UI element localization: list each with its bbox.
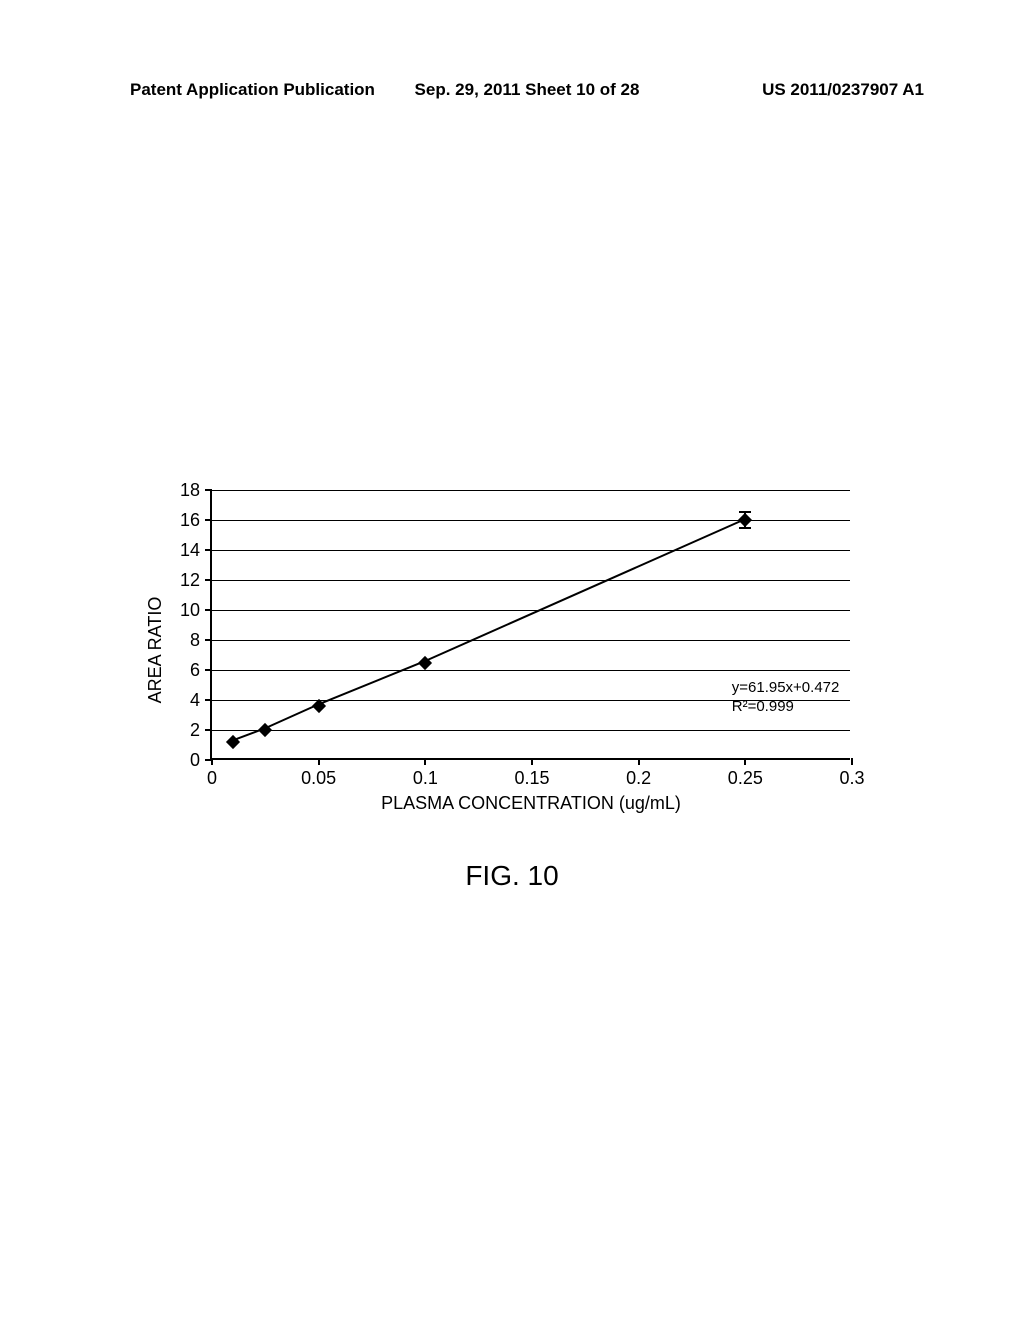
error-bar xyxy=(744,512,746,529)
header-center-text: Sep. 29, 2011 Sheet 10 of 28 xyxy=(395,80,660,100)
grid-line xyxy=(212,490,850,491)
y-tick-label: 16 xyxy=(172,510,200,531)
data-point xyxy=(418,655,432,669)
y-tick-label: 6 xyxy=(172,660,200,681)
error-cap xyxy=(739,527,751,529)
x-tick xyxy=(744,758,746,765)
x-tick xyxy=(851,758,853,765)
y-tick xyxy=(205,519,212,521)
page-header: Patent Application Publication Sep. 29, … xyxy=(0,80,1024,100)
grid-line xyxy=(212,550,850,551)
y-tick xyxy=(205,549,212,551)
x-tick xyxy=(638,758,640,765)
data-point xyxy=(226,735,240,749)
y-tick xyxy=(205,729,212,731)
y-tick xyxy=(205,699,212,701)
y-tick-label: 8 xyxy=(172,630,200,651)
grid-line xyxy=(212,610,850,611)
x-axis-label: PLASMA CONCENTRATION (ug/mL) xyxy=(381,793,681,814)
grid-line xyxy=(212,670,850,671)
x-tick-label: 0 xyxy=(207,768,217,789)
header-right-text: US 2011/0237907 A1 xyxy=(659,80,924,100)
plot-area: PLASMA CONCENTRATION (ug/mL) 00.050.10.1… xyxy=(210,490,850,760)
x-tick xyxy=(531,758,533,765)
y-tick xyxy=(205,579,212,581)
x-tick-label: 0.25 xyxy=(728,768,763,789)
figure-label: FIG. 10 xyxy=(465,860,558,892)
y-tick-label: 18 xyxy=(172,480,200,501)
regression-label: y=61.95x+0.472R²=0.999 xyxy=(732,679,840,717)
x-tick xyxy=(211,758,213,765)
y-tick-label: 2 xyxy=(172,720,200,741)
grid-line xyxy=(212,580,850,581)
y-tick-label: 4 xyxy=(172,690,200,711)
data-point xyxy=(312,699,326,713)
y-tick xyxy=(205,639,212,641)
y-tick-label: 12 xyxy=(172,570,200,591)
y-tick-label: 10 xyxy=(172,600,200,621)
x-tick-label: 0.15 xyxy=(514,768,549,789)
trend-line xyxy=(212,490,850,758)
y-tick-label: 14 xyxy=(172,540,200,561)
y-axis-label: AREA RATIO xyxy=(145,597,166,704)
x-tick-label: 0.05 xyxy=(301,768,336,789)
grid-line xyxy=(212,640,850,641)
y-tick xyxy=(205,609,212,611)
header-left-text: Patent Application Publication xyxy=(130,80,395,100)
data-point xyxy=(258,723,272,737)
x-tick xyxy=(318,758,320,765)
x-tick-label: 0.2 xyxy=(626,768,651,789)
chart-container: AREA RATIO PLASMA CONCENTRATION (ug/mL) … xyxy=(140,490,870,810)
x-tick-label: 0.1 xyxy=(413,768,438,789)
y-tick-label: 0 xyxy=(172,750,200,771)
x-tick xyxy=(424,758,426,765)
grid-line xyxy=(212,520,850,521)
x-tick-label: 0.3 xyxy=(839,768,864,789)
regression-equation: y=61.95x+0.472 xyxy=(732,679,840,698)
regression-r-squared: R²=0.999 xyxy=(732,698,840,717)
y-tick xyxy=(205,669,212,671)
y-tick xyxy=(205,489,212,491)
error-cap xyxy=(739,511,751,513)
grid-line xyxy=(212,730,850,731)
